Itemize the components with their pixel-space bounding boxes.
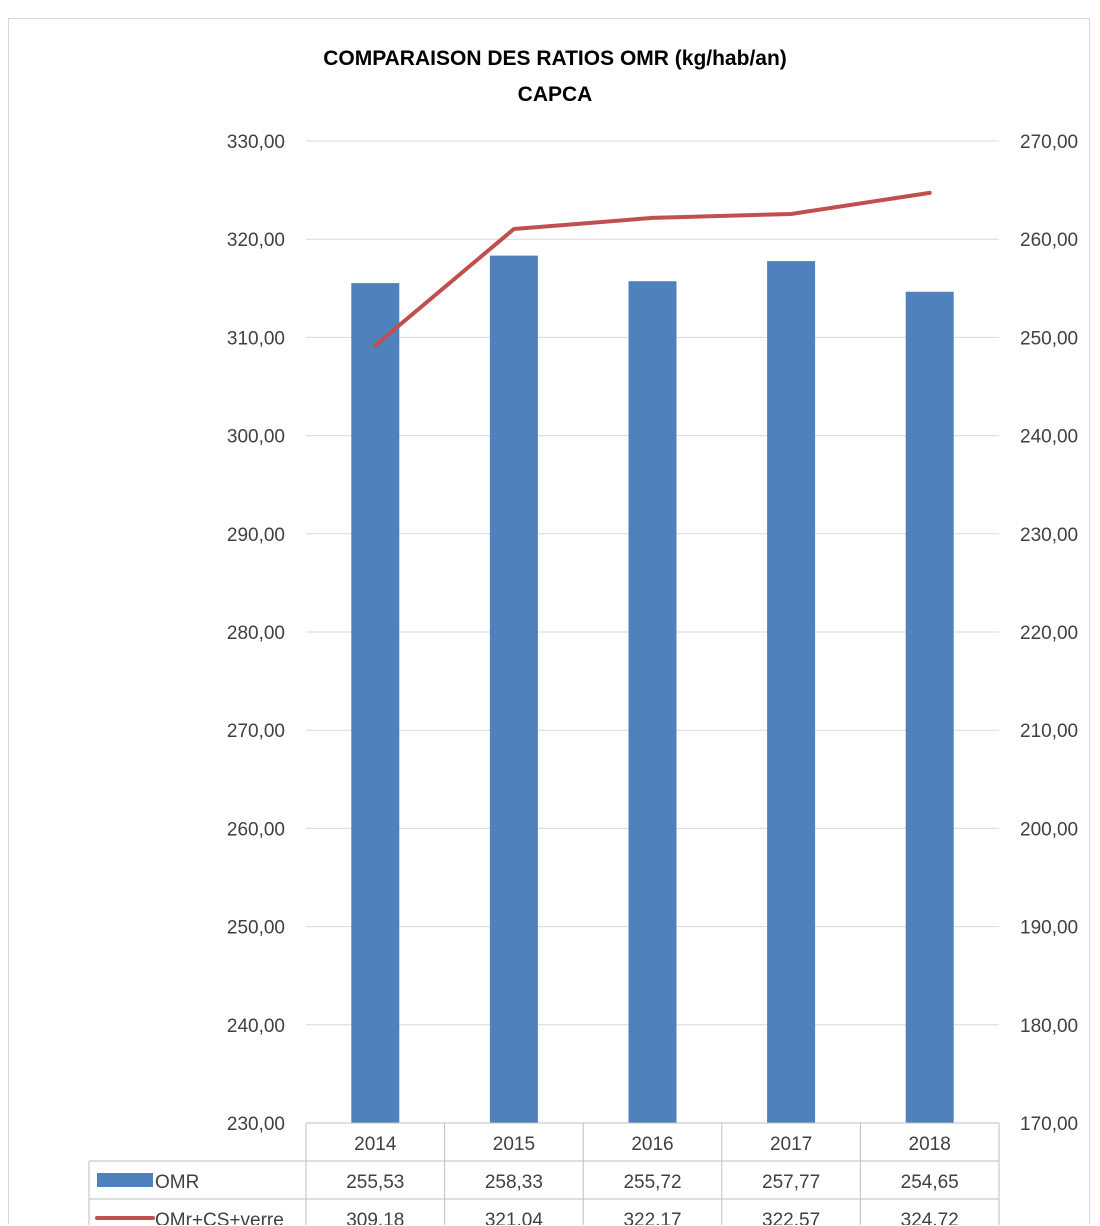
right-axis-tick-label: 190,00	[1020, 918, 1078, 939]
left-axis-tick-label: 240,00	[227, 1016, 285, 1037]
table-value: 309,18	[346, 1210, 404, 1225]
right-axis-tick-label: 240,00	[1020, 427, 1078, 448]
category-label: 2018	[909, 1134, 951, 1155]
left-axis-tick-label: 230,00	[227, 1114, 285, 1135]
left-axis-tick-label: 260,00	[227, 819, 285, 840]
right-axis-tick-label: 260,00	[1020, 230, 1078, 251]
category-label: 2016	[631, 1134, 673, 1155]
line-omr-cs-verre	[373, 190, 932, 348]
right-axis-tick-label: 200,00	[1020, 819, 1078, 840]
bar-omr	[489, 255, 538, 1124]
category-label: 2014	[354, 1134, 397, 1155]
right-axis-tick-label: 170,00	[1020, 1114, 1078, 1135]
chart-svg: COMPARAISON DES RATIOS OMR (kg/hab/an) C…	[88, 47, 1078, 1225]
right-axis-tick-label: 230,00	[1020, 525, 1078, 546]
category-label: 2017	[770, 1134, 812, 1155]
bar-omr	[905, 291, 954, 1123]
chart-subtitle: CAPCA	[518, 83, 593, 106]
series-name: OMr+CS+verre	[155, 1210, 284, 1225]
bar-omr	[767, 261, 816, 1123]
left-axis-tick-label: 300,00	[227, 427, 285, 448]
left-axis-tick-label: 320,00	[227, 230, 285, 251]
left-axis-tick-label: 270,00	[227, 721, 285, 742]
left-axis-tick-label: 330,00	[227, 132, 285, 153]
table-value: 255,72	[623, 1172, 681, 1193]
table-value: 324,72	[901, 1210, 959, 1225]
right-axis: 170,00 180,00 190,00 200,00 210,00 220,00 230,…	[1020, 132, 1078, 1135]
series-name: OMR	[155, 1172, 199, 1193]
left-axis: 230,00 240,00 250,00 260,00 270,00 280,00 290,…	[227, 132, 285, 1135]
bar-series	[351, 255, 954, 1124]
line-series	[373, 190, 932, 348]
table-value: 322,57	[762, 1210, 820, 1225]
table-value: 322,17	[623, 1210, 681, 1225]
table-value: 255,53	[346, 1172, 404, 1193]
category-label: 2015	[493, 1134, 535, 1155]
right-axis-tick-label: 180,00	[1020, 1016, 1078, 1037]
left-axis-tick-label: 250,00	[227, 918, 285, 939]
chart-area: COMPARAISON DES RATIOS OMR (kg/hab/an) C…	[8, 18, 1090, 1225]
table-value: 257,77	[762, 1172, 820, 1193]
table-value: 321,04	[485, 1210, 544, 1225]
right-axis-tick-label: 250,00	[1020, 328, 1078, 349]
table-value: 254,65	[901, 1172, 959, 1193]
bar-omr	[351, 283, 400, 1123]
table-value: 258,33	[485, 1172, 543, 1193]
bar-omr	[628, 281, 677, 1123]
left-axis-tick-label: 310,00	[227, 328, 285, 349]
left-axis-tick-label: 280,00	[227, 623, 285, 644]
left-axis-tick-label: 290,00	[227, 525, 285, 546]
right-axis-tick-label: 270,00	[1020, 132, 1078, 153]
chart-title: COMPARAISON DES RATIOS OMR (kg/hab/an)	[323, 47, 787, 70]
data-table: 2014 2015 2016 2017 2018 OMR 255,53 258,33 255,7…	[88, 1122, 1000, 1225]
right-axis-tick-label: 210,00	[1020, 721, 1078, 742]
legend-key-omr	[97, 1173, 153, 1187]
right-axis-tick-label: 220,00	[1020, 623, 1078, 644]
